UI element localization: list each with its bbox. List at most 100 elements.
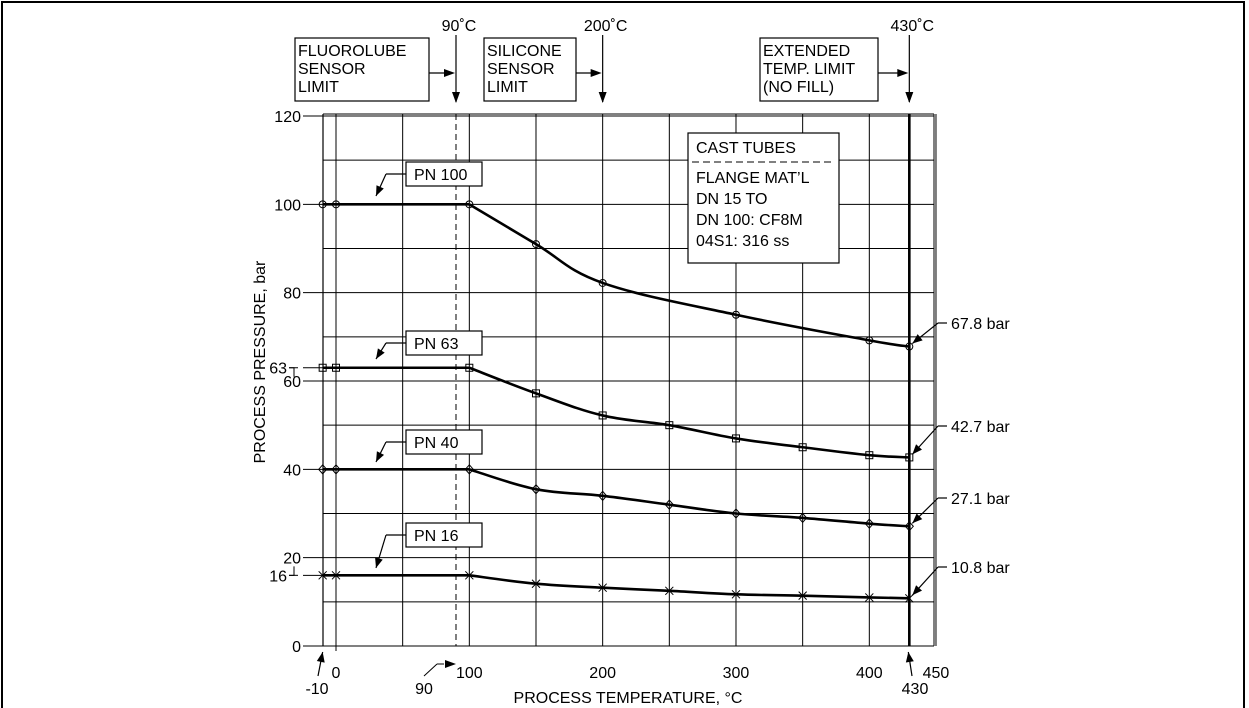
x-tick-label: 300: [723, 665, 750, 682]
data-point: [598, 583, 608, 593]
data-point: [332, 200, 340, 209]
temp-limit-box-text: SILICONE: [487, 43, 562, 60]
x-tick-pointer-head: [905, 652, 914, 663]
x-tick-label: 430: [902, 681, 929, 698]
x-tick-leader: [423, 663, 438, 677]
series-tag-pointer-head: [376, 185, 384, 196]
temp-limit-box-text: FLUOROLUBE: [298, 43, 406, 60]
data-point: [465, 363, 474, 372]
data-point: [464, 464, 474, 475]
temp-limit-box-text: SENSOR: [298, 61, 366, 78]
series-end-pointer-head: [912, 334, 923, 344]
series-end-label: 67.8 bar: [951, 316, 1010, 333]
data-point: [865, 451, 874, 460]
data-point: [664, 586, 674, 596]
data-point: [864, 518, 874, 529]
data-point: [731, 434, 740, 443]
data-point: [531, 240, 540, 249]
data-point: [798, 591, 808, 601]
temp-limit-box-text: LIMIT: [298, 79, 339, 96]
series-tag-label: PN 16: [414, 528, 459, 545]
data-point: [665, 421, 674, 430]
temp-limit-box-text: TEMP. LIMIT: [763, 61, 855, 78]
data-point: [798, 443, 807, 452]
note-box-line: 04S1: 316 ss: [696, 233, 789, 250]
temp-limit-label: 90˚C: [442, 18, 477, 35]
y-axis-title: PROCESS PRESSURE, bar: [252, 260, 269, 463]
data-point: [664, 499, 674, 510]
data-point: [318, 200, 327, 209]
series-tag-pointer-head: [375, 557, 383, 568]
series-tag-box: [405, 330, 483, 356]
data-point: [904, 593, 914, 603]
series-end-pointer-head: [912, 513, 923, 524]
x-tick-pointer-head: [316, 652, 325, 663]
x-tick-label: 0: [332, 665, 341, 682]
x-tick-label: 200: [589, 665, 616, 682]
temp-limit-label: 200˚C: [584, 18, 628, 35]
series-end-label: 27.1 bar: [951, 491, 1010, 508]
series-line: [469, 574, 910, 600]
y-tick-label: 40: [283, 462, 301, 479]
data-point: [597, 490, 608, 502]
series-line: [468, 203, 910, 348]
series-tag-box: [405, 161, 483, 187]
data-point: [531, 483, 541, 495]
y-tick-label: 0: [292, 639, 301, 656]
x-tick-label: 450: [923, 665, 950, 682]
data-point: [864, 593, 874, 602]
data-point: [331, 570, 341, 580]
series-end-pointer-head: [912, 585, 923, 596]
note-box-line: FLANGE MAT’L: [696, 170, 810, 187]
data-point: [331, 464, 341, 475]
y-tick-label: 63: [269, 361, 287, 378]
series-tag-box: [405, 522, 483, 548]
data-point: [464, 570, 474, 580]
series-line: [468, 366, 910, 459]
note-box-line: DN 15 TO: [696, 191, 767, 208]
x-tick-label: 90: [415, 681, 433, 698]
x-tick-label: 100: [456, 665, 483, 682]
data-point: [318, 570, 328, 580]
series-tag-label: PN 100: [414, 167, 467, 184]
data-point: [531, 579, 541, 589]
temp-limit-label: 430˚C: [891, 18, 935, 35]
data-point: [317, 464, 328, 475]
series-end-label: 10.8 bar: [951, 560, 1010, 577]
series-tag-label: PN 40: [414, 435, 459, 452]
series-tag-label: PN 63: [414, 336, 459, 353]
x-tick-pointer-head: [444, 660, 456, 668]
temp-limit-box: [294, 37, 430, 102]
y-tick-label: 60: [283, 374, 301, 391]
y-tick-label: 16: [269, 568, 287, 585]
data-point: [598, 278, 607, 287]
series-tag-box: [405, 429, 483, 455]
temp-limit-box: [483, 37, 577, 102]
data-point: [318, 363, 327, 372]
data-point: [731, 508, 741, 519]
data-point: [865, 336, 874, 345]
temp-limit-pointer-head: [451, 92, 460, 103]
y-tick-label: 100: [274, 197, 301, 214]
data-point: [731, 589, 741, 599]
temp-limit-pointer-head: [905, 92, 914, 103]
temp-limit-box-arrow-head: [897, 69, 909, 77]
x-tick-label: 400: [856, 665, 883, 682]
series-tag-pointer-head: [376, 348, 385, 359]
y-tick-label: 20: [283, 551, 301, 568]
x-tick-label: -10: [305, 681, 328, 698]
series-tag-pointer-head: [376, 451, 385, 462]
series-end-pointer-head: [912, 444, 922, 455]
data-point: [905, 453, 914, 462]
temp-limit-box: [759, 37, 879, 102]
y-tick-bracket: [289, 566, 295, 576]
temp-limit-box-arrow-head: [443, 69, 455, 77]
series-end-label: 42.7 bar: [951, 419, 1010, 436]
temp-limit-box-text: EXTENDED: [763, 43, 850, 60]
note-box: [687, 132, 840, 264]
temp-limit-box-text: (NO FILL): [763, 79, 834, 96]
series-line: [468, 468, 910, 528]
temp-limit-pointer-head: [598, 92, 607, 103]
